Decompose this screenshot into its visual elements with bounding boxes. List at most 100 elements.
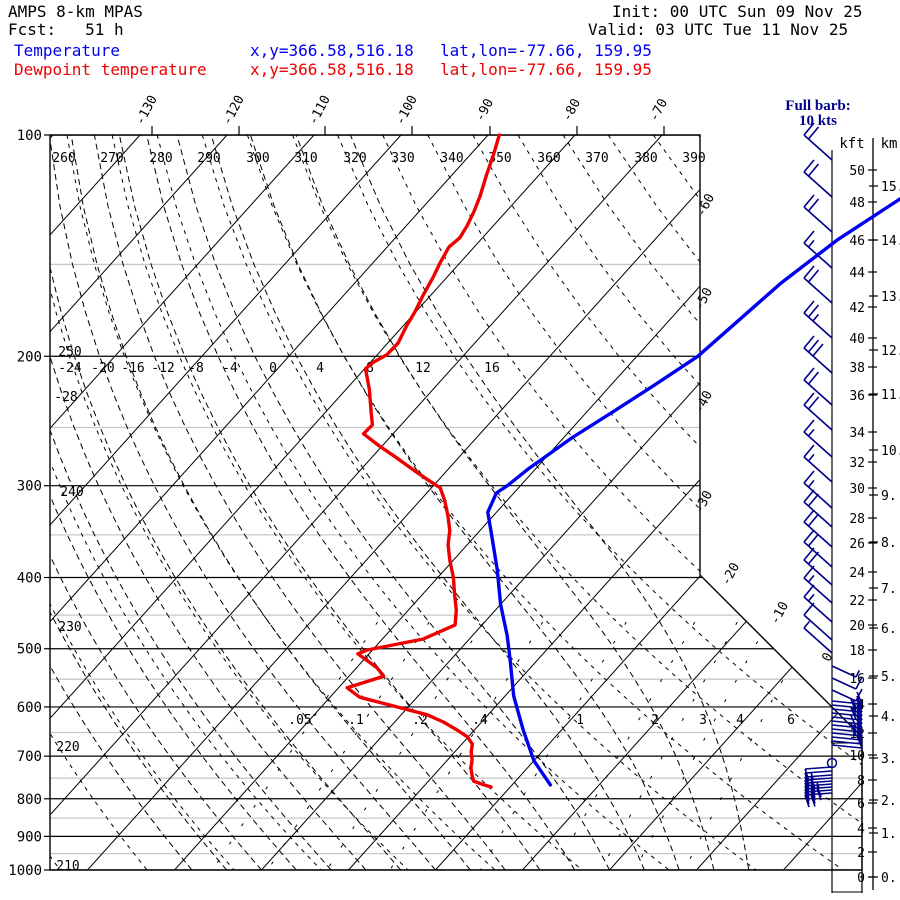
km-tick-label: 15.	[881, 180, 900, 195]
kft-tick-label: 32	[849, 456, 865, 471]
plot-background	[50, 135, 862, 870]
theta-label: 300	[246, 151, 269, 166]
km-tick-label: 13.	[881, 290, 900, 305]
dewpoint-latlon: lat,lon=-77.66, 159.95	[440, 60, 652, 79]
init-time: Init: 00 UTC Sun 09 Nov 25	[612, 2, 863, 21]
theta-label: 370	[585, 151, 608, 166]
isotherm-label-top: -120	[220, 93, 248, 128]
kft-tick-label: 20	[849, 619, 865, 634]
isotherm-label-right: -30	[692, 488, 716, 516]
km-tick-label: 14.	[881, 234, 900, 249]
isotherm-label-right: -20	[719, 560, 743, 588]
pressure-label: 900	[17, 829, 42, 845]
km-tick-label: 4.	[881, 710, 897, 725]
moist-adiabat-label: 4	[316, 361, 324, 376]
theta-label: 240	[60, 485, 83, 500]
kft-tick-label: 8	[857, 774, 865, 789]
theta-label: 290	[197, 151, 220, 166]
dewpoint-xy: x,y=366.58,516.18	[250, 60, 414, 79]
kft-tick-label: 38	[849, 361, 865, 376]
kft-tick-label: 2	[857, 846, 865, 861]
temperature-latlon: lat,lon=-77.66, 159.95	[440, 41, 652, 60]
moist-adiabat-label: 0	[269, 361, 277, 376]
moist-adiabat-label: -24	[58, 361, 82, 376]
moist-adiabat-label: -12	[151, 361, 174, 376]
theta-label: 340	[440, 151, 463, 166]
moist-adiabat-label: 12	[415, 361, 431, 376]
isotherm-label-top: -100	[393, 93, 421, 128]
theta-label: 250	[58, 345, 81, 360]
km-tick-label: 8.	[881, 536, 897, 551]
km-tick-label: 12.	[881, 344, 900, 359]
full-barb-legend: Full barb: 10 kts	[763, 99, 873, 129]
dewpoint-legend-label: Dewpoint temperature	[14, 60, 207, 79]
moist-adiabat-label: 16	[484, 361, 500, 376]
isotherm-label-top: -130	[133, 93, 161, 128]
kft-tick-label: 18	[849, 644, 865, 659]
mixing-ratio-label: 4	[736, 713, 744, 728]
isotherm-label-right: -10	[768, 599, 792, 627]
kft-tick-label: 50	[849, 164, 865, 179]
kft-tick-label: 42	[849, 301, 865, 316]
moist-adiabat-label: -4	[222, 361, 238, 376]
km-tick-label: 2.	[881, 794, 897, 809]
dewpoint-curve	[345, 133, 501, 789]
km-tick-label: 10.	[881, 444, 900, 459]
theta-label: 320	[343, 151, 366, 166]
isotherm-label-top: -110	[306, 93, 334, 128]
kft-tick-label: 22	[849, 594, 865, 609]
kft-tick-label: 36	[849, 389, 865, 404]
isotherm-label-top: -70	[647, 96, 671, 124]
kft-axis-title: kft	[839, 136, 864, 152]
temperature-xy: x,y=366.58,516.18	[250, 41, 414, 60]
model-title: AMPS 8-km MPAS	[8, 2, 143, 21]
isotherm-label-top: -80	[560, 96, 584, 124]
moist-adiabat-label: -28	[54, 390, 77, 405]
kft-tick-label: 34	[849, 426, 865, 441]
km-tick-label: 9.	[881, 489, 897, 504]
plot-border	[49, 134, 863, 871]
theta-label: 380	[634, 151, 657, 166]
moist-adiabat-label: -20	[91, 361, 114, 376]
mixing-ratio-label: 1	[576, 713, 584, 728]
pressure-label: 1000	[8, 863, 42, 879]
km-tick-label: 3.	[881, 752, 897, 767]
pressure-label: 100	[17, 128, 42, 144]
full-barb-line2: 10 kts	[799, 113, 837, 129]
calm-wind-circle	[826, 757, 838, 769]
mixing-ratio-label: 3	[699, 713, 707, 728]
pressure-label: 400	[17, 571, 42, 587]
theta-label: 360	[537, 151, 560, 166]
mixing-ratio-label: 6	[787, 713, 795, 728]
kft-tick-label: 26	[849, 537, 865, 552]
theta-label: 330	[391, 151, 414, 166]
wind-barb-column	[803, 122, 863, 808]
full-barb-line1: Full barb:	[785, 98, 851, 114]
kft-tick-label: 10	[849, 749, 865, 764]
theta-label: 270	[100, 151, 123, 166]
pressure-label: 500	[17, 642, 42, 658]
kft-tick-label: 44	[849, 266, 865, 281]
moist-adiabat-label: -8	[188, 361, 204, 376]
kft-tick-label: 4	[857, 822, 865, 837]
pressure-label: 300	[17, 479, 42, 495]
mixing-ratio-label: .05	[288, 713, 311, 728]
isotherm-label-top: -90	[473, 96, 497, 124]
kft-tick-label: 6	[857, 797, 865, 812]
km-tick-label: 7.	[881, 582, 897, 597]
mixing-ratio-label: .1	[348, 713, 364, 728]
kft-tick-label: 30	[849, 482, 865, 497]
theta-label: 220	[56, 740, 79, 755]
kft-tick-label: 24	[849, 566, 865, 581]
km-tick-label: 6.	[881, 622, 897, 637]
theta-label: 310	[294, 151, 317, 166]
km-axis-title: km	[881, 136, 898, 152]
kft-tick-label: 40	[849, 332, 865, 347]
mixing-ratio-label: .4	[472, 713, 488, 728]
pressure-label: 700	[17, 749, 42, 765]
kft-tick-label: 28	[849, 512, 865, 527]
kft-tick-label: 46	[849, 234, 865, 249]
km-tick-label: 11.	[881, 388, 900, 403]
